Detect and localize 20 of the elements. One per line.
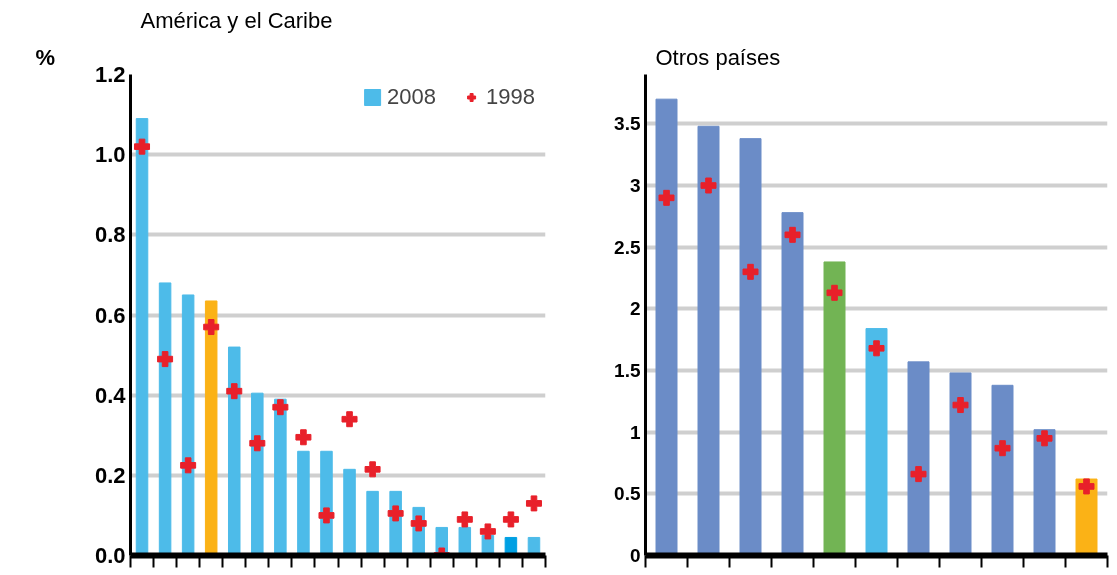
y-tick-label: 1.0 <box>94 142 126 168</box>
y-tick-label: 3 <box>629 175 641 196</box>
y-tick-label: 1.2 <box>94 62 126 87</box>
legend-label: 2008 <box>387 84 437 110</box>
y-tick-label: 2.5 <box>614 236 641 258</box>
y-tick-label: 0.4 <box>94 382 127 408</box>
y-axis-title: % <box>35 44 56 70</box>
y-tick-label: 0.6 <box>94 302 126 328</box>
y-tick-label: 0.2 <box>94 462 126 488</box>
y-tick-label: 0 <box>629 545 641 566</box>
y-tick-label: 1 <box>629 421 641 443</box>
legend-label: 1998 <box>486 84 535 110</box>
y-tick-label: 3.5 <box>614 113 641 135</box>
y-tick-label: 1.5 <box>614 360 641 381</box>
y-tick-label: 2 <box>629 298 641 320</box>
y-tick-label: 0.8 <box>94 222 126 248</box>
y-tick-label: 0.0 <box>94 543 126 568</box>
chart-title: Otros países <box>655 44 781 70</box>
chart-title: América y el Caribe <box>140 7 333 33</box>
y-tick-label: 0.5 <box>614 483 641 505</box>
